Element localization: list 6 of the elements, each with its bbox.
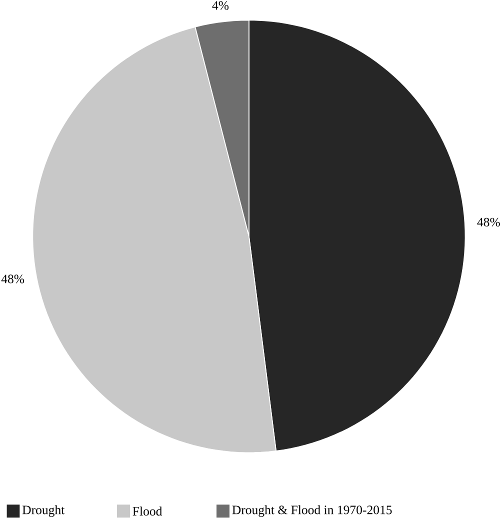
- legend-label: Drought: [22, 505, 64, 517]
- legend-label: Drought & Flood in 1970-2015: [232, 505, 392, 517]
- data-label: 48%: [1, 274, 24, 284]
- data-label: 4%: [212, 1, 228, 10]
- data-label: 48%: [476, 218, 500, 226]
- legend-label: Flood: [132, 506, 162, 516]
